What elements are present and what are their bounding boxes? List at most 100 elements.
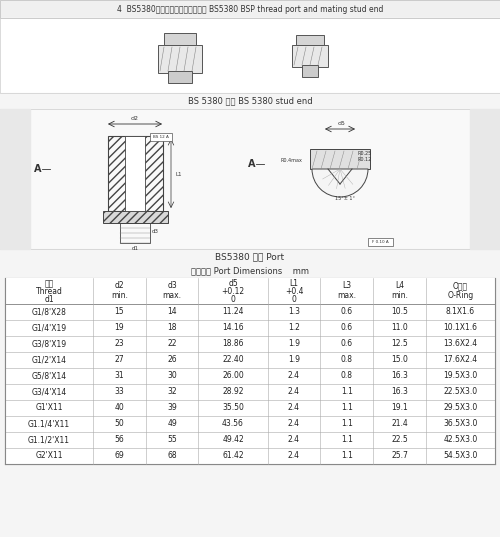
Bar [125, 136, 145, 211]
Text: 16.3: 16.3 [391, 372, 408, 381]
Bar [0, 109, 500, 249]
Text: 2.4: 2.4 [288, 419, 300, 429]
Bar [120, 223, 150, 243]
Text: 0.6: 0.6 [340, 308, 353, 316]
Text: R0.4max: R0.4max [280, 158, 302, 163]
Text: 2.4: 2.4 [288, 452, 300, 461]
Text: 36.5X3.0: 36.5X3.0 [444, 419, 478, 429]
Text: 13.6X2.4: 13.6X2.4 [444, 339, 478, 349]
Bar [0, 18, 500, 93]
Text: 55: 55 [167, 436, 177, 445]
Text: O形圈: O形圈 [453, 281, 468, 291]
Text: 1.9: 1.9 [288, 355, 300, 365]
Text: BS5380 油口 Port: BS5380 油口 Port [216, 252, 284, 261]
Text: 42.5X3.0: 42.5X3.0 [444, 436, 478, 445]
Text: 15: 15 [114, 308, 124, 316]
Bar [0, 109, 30, 249]
Text: 1.2: 1.2 [288, 323, 300, 332]
Text: 8.1X1.6: 8.1X1.6 [446, 308, 475, 316]
Text: 2.4: 2.4 [288, 372, 300, 381]
Text: 19.5X3.0: 19.5X3.0 [444, 372, 478, 381]
Bar [158, 45, 202, 73]
Text: F 0.10 A: F 0.10 A [372, 240, 388, 244]
Text: 0: 0 [230, 295, 235, 304]
Bar [470, 109, 500, 249]
Bar [5, 304, 495, 320]
Bar [310, 149, 370, 169]
Text: 11.24: 11.24 [222, 308, 244, 316]
Bar [5, 278, 495, 464]
Bar [5, 448, 495, 464]
Text: 27: 27 [114, 355, 124, 365]
Text: 10.5: 10.5 [391, 308, 408, 316]
Text: 1.3: 1.3 [288, 308, 300, 316]
Text: 54.5X3.0: 54.5X3.0 [444, 452, 478, 461]
Text: 2.4: 2.4 [288, 436, 300, 445]
Text: BS 5380 柱端 BS 5380 stud end: BS 5380 柱端 BS 5380 stud end [188, 97, 312, 105]
Text: G1'X11: G1'X11 [35, 403, 62, 412]
Text: 油口尺寸 Port Dimensions    mm: 油口尺寸 Port Dimensions mm [191, 266, 309, 275]
Text: 56: 56 [114, 436, 124, 445]
Bar [302, 65, 318, 77]
Text: 21.4: 21.4 [391, 419, 408, 429]
Text: 4  BS5380英管螺纹油口及相配柱端 BS5380 BSP thread port and mating stud end: 4 BS5380英管螺纹油口及相配柱端 BS5380 BSP thread po… [117, 4, 383, 13]
Bar [5, 336, 495, 352]
Text: 68: 68 [168, 452, 177, 461]
Text: +0.4: +0.4 [284, 287, 303, 296]
Text: 18: 18 [168, 323, 177, 332]
Text: d3: d3 [152, 229, 158, 234]
Text: A: A [34, 164, 42, 174]
Text: 14: 14 [168, 308, 177, 316]
Text: 12.5: 12.5 [391, 339, 408, 349]
Text: 1.1: 1.1 [341, 452, 352, 461]
Text: A: A [248, 159, 256, 169]
Text: Thread: Thread [36, 287, 62, 296]
Bar [5, 368, 495, 384]
Text: 30: 30 [167, 372, 177, 381]
Text: L4: L4 [395, 281, 404, 291]
Text: G1.1/4'X11: G1.1/4'X11 [28, 419, 70, 429]
Text: 0.8: 0.8 [340, 355, 352, 365]
Text: d3: d3 [167, 281, 177, 291]
Bar [0, 264, 500, 278]
Text: 19.1: 19.1 [391, 403, 408, 412]
Text: 28.92: 28.92 [222, 388, 244, 396]
Text: 32: 32 [168, 388, 177, 396]
Bar [0, 249, 500, 264]
Text: max.: max. [162, 291, 182, 300]
Text: d5: d5 [228, 279, 238, 288]
Text: 14.16: 14.16 [222, 323, 244, 332]
Text: min.: min. [391, 291, 408, 300]
Bar [103, 211, 168, 223]
Text: 61.42: 61.42 [222, 452, 244, 461]
Bar [5, 400, 495, 416]
Text: d2: d2 [131, 116, 139, 121]
Text: 49: 49 [167, 419, 177, 429]
Text: 18.86: 18.86 [222, 339, 244, 349]
Text: G3/8'X19: G3/8'X19 [32, 339, 66, 349]
Bar [5, 384, 495, 400]
Text: d2: d2 [114, 281, 124, 291]
Text: 1.1: 1.1 [341, 403, 352, 412]
Text: G2'X11: G2'X11 [35, 452, 62, 461]
Text: G3/4'X14: G3/4'X14 [32, 388, 66, 396]
Text: G1.1/2'X11: G1.1/2'X11 [28, 436, 70, 445]
Bar [5, 432, 495, 448]
Text: 0: 0 [292, 295, 296, 304]
Text: G1/8'X28: G1/8'X28 [32, 308, 66, 316]
Text: 16.3: 16.3 [391, 388, 408, 396]
Text: 0.6: 0.6 [340, 339, 353, 349]
Text: G5/8'X14: G5/8'X14 [32, 372, 66, 381]
Text: min.: min. [111, 291, 128, 300]
Text: 69: 69 [114, 452, 124, 461]
Bar [292, 45, 328, 67]
Text: L3: L3 [342, 281, 351, 291]
Text: 49.42: 49.42 [222, 436, 244, 445]
Text: 1.1: 1.1 [341, 436, 352, 445]
FancyBboxPatch shape [368, 238, 393, 246]
Text: 0.8: 0.8 [340, 372, 352, 381]
Text: 31: 31 [114, 372, 124, 381]
Text: 11.0: 11.0 [391, 323, 408, 332]
Bar [168, 71, 192, 83]
Text: 35.50: 35.50 [222, 403, 244, 412]
